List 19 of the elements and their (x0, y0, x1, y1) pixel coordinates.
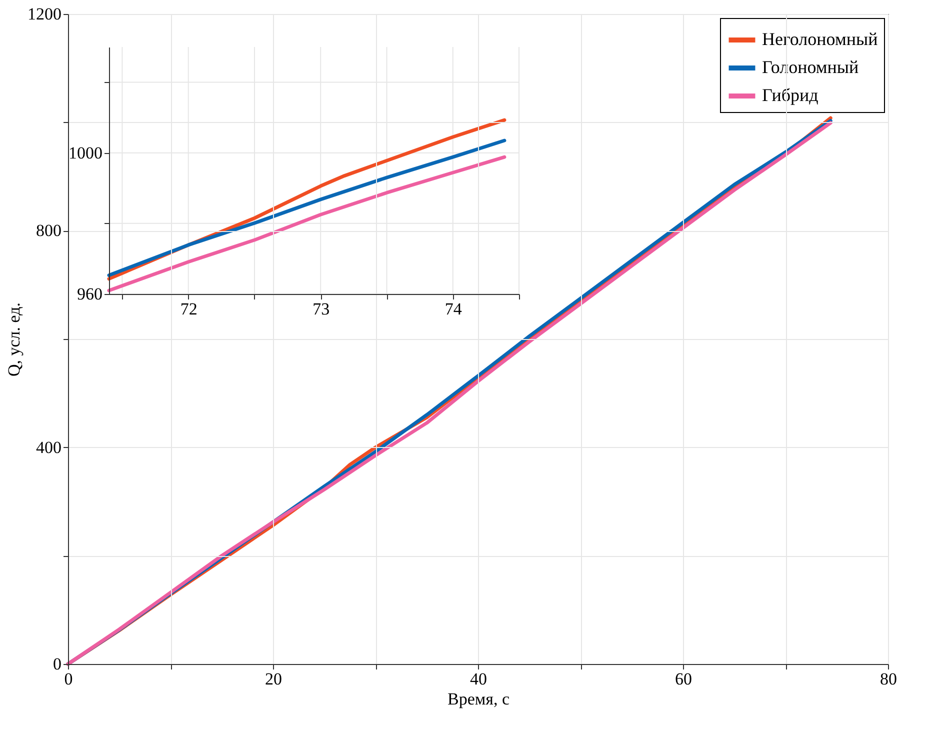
x-tick-label: 60 (675, 670, 692, 688)
x-axis-title: Время, с (447, 690, 510, 708)
legend-label: Гибрид (762, 85, 818, 105)
legend-label: Голономный (762, 57, 859, 77)
y-tick-label: 800 (36, 221, 62, 240)
y-tick-label: 1200 (28, 4, 62, 24)
x-tick-label: 72 (180, 300, 198, 318)
x-tick-label: 73 (312, 300, 330, 318)
x-tick-label: 80 (880, 670, 897, 688)
x-tick-label: 20 (265, 670, 282, 688)
y-tick-label: 960 (77, 284, 102, 304)
x-tick-label: 40 (470, 670, 487, 688)
y-axis-title: Q, усл. ед. (4, 302, 24, 377)
y-tick-label: 400 (36, 438, 62, 457)
x-tick-label: 74 (444, 300, 462, 318)
y-tick-label: 1000 (68, 143, 102, 162)
legend-label: Неголономный (762, 29, 878, 49)
y-tick-label: 0 (53, 654, 62, 674)
line-series (107, 155, 506, 292)
